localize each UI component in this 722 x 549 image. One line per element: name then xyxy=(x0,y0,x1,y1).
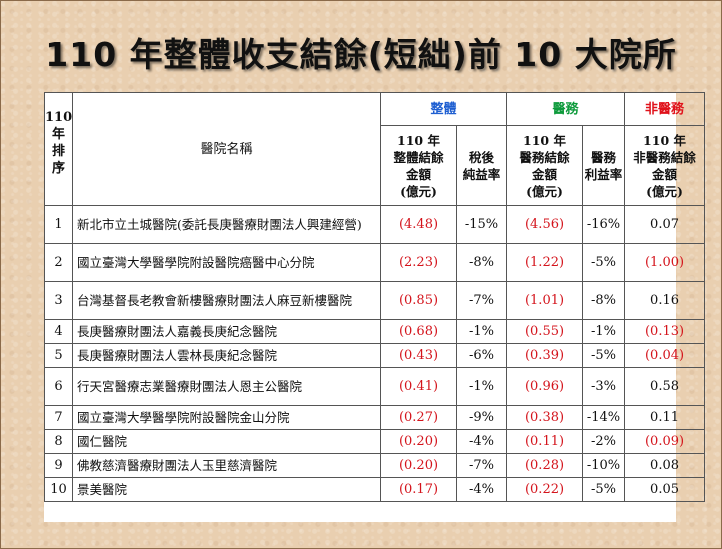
medical-amount-cell: (0.55) xyxy=(506,319,584,344)
medical-margin-cell: -2% xyxy=(582,429,626,454)
table-row: 10 景美醫院 (0.17) -4% (0.22) -5% 0.05 xyxy=(44,477,706,502)
rank-cell: 8 xyxy=(44,429,73,454)
after-tax-margin-cell: -7% xyxy=(455,453,508,478)
overall-amount-cell: (0.41) xyxy=(380,367,457,406)
header-after-tax-margin: 稅後 純益率 xyxy=(455,125,508,206)
table-row: 8 國仁醫院 (0.20) -4% (0.11) -2% (0.09) xyxy=(44,429,706,454)
medical-margin-cell: -10% xyxy=(582,453,626,478)
hospital-name-cell: 國立臺灣大學醫學院附設醫院癌醫中心分院 xyxy=(72,243,381,282)
nonmedical-amount-cell: (0.09) xyxy=(624,429,706,454)
medical-margin-cell: -1% xyxy=(582,319,626,344)
medical-margin-cell: -5% xyxy=(582,477,626,502)
header-rank: 110 年 排 序 xyxy=(44,92,73,206)
nonmedical-amount-cell: 0.11 xyxy=(624,405,706,430)
rank-cell: 10 xyxy=(44,477,73,502)
header-medical-amount-text: 110 年 醫務結餘 金額 (億元) xyxy=(519,132,570,199)
header-medical-amount: 110 年 醫務結餘 金額 (億元) xyxy=(506,125,584,206)
overall-amount-cell: (2.23) xyxy=(380,243,457,282)
hospital-name-cell: 新北市立土城醫院(委託長庚醫療財團法人興建經營) xyxy=(72,205,381,244)
hospital-name-cell: 長庚醫療財團法人嘉義長庚紀念醫院 xyxy=(72,319,381,344)
medical-margin-cell: -5% xyxy=(582,343,626,368)
after-tax-margin-cell: -9% xyxy=(455,405,508,430)
nonmedical-amount-cell: (0.13) xyxy=(624,319,706,344)
table-row: 3 台灣基督長老教會新樓醫療財團法人麻豆新樓醫院 (0.85) -7% (1.0… xyxy=(44,281,706,320)
after-tax-margin-cell: -1% xyxy=(455,367,508,406)
nonmedical-amount-cell: 0.58 xyxy=(624,367,706,406)
hospital-name-cell: 台灣基督長老教會新樓醫療財團法人麻豆新樓醫院 xyxy=(72,281,381,320)
nonmedical-amount-cell: 0.08 xyxy=(624,453,706,478)
header-nonmedical-amount: 110 年 非醫務結餘 金額 (億元) xyxy=(624,125,706,206)
overall-amount-cell: (0.68) xyxy=(380,319,457,344)
nonmedical-amount-cell: 0.05 xyxy=(624,477,706,502)
medical-margin-cell: -8% xyxy=(582,281,626,320)
header-rank-text: 110 年 排 序 xyxy=(45,110,73,176)
medical-margin-cell: -5% xyxy=(582,243,626,282)
rank-cell: 9 xyxy=(44,453,73,478)
overall-amount-cell: (4.48) xyxy=(380,205,457,244)
medical-amount-cell: (1.01) xyxy=(506,281,584,320)
table-row: 5 長庚醫療財團法人雲林長庚紀念醫院 (0.43) -6% (0.39) -5%… xyxy=(44,343,706,368)
rank-cell: 3 xyxy=(44,281,73,320)
table-row: 7 國立臺灣大學醫學院附設醫院金山分院 (0.27) -9% (0.38) -1… xyxy=(44,405,706,430)
table-row: 6 行天宮醫療志業醫療財團法人恩主公醫院 (0.41) -1% (0.96) -… xyxy=(44,367,706,406)
header-group-medical: 醫務 xyxy=(506,92,626,126)
table-row: 4 長庚醫療財團法人嘉義長庚紀念醫院 (0.68) -1% (0.55) -1%… xyxy=(44,319,706,344)
header-hospital-name: 醫院名稱 xyxy=(72,92,381,206)
overall-amount-cell: (0.27) xyxy=(380,405,457,430)
table-row: 2 國立臺灣大學醫學院附設醫院癌醫中心分院 (2.23) -8% (1.22) … xyxy=(44,243,706,282)
header-after-tax-margin-text: 稅後 純益率 xyxy=(462,149,501,182)
hospital-name-cell: 國立臺灣大學醫學院附設醫院金山分院 xyxy=(72,405,381,430)
nonmedical-amount-cell: (0.04) xyxy=(624,343,706,368)
medical-amount-cell: (0.28) xyxy=(506,453,584,478)
header-medical-margin: 醫務 利益率 xyxy=(582,125,626,206)
header-group-overall: 整體 xyxy=(379,92,508,126)
slide-title: 110 年整體收支結餘(短絀)前 10 大院所 xyxy=(45,35,677,74)
overall-amount-cell: (0.17) xyxy=(380,477,457,502)
header-group-nonmedical: 非醫務 xyxy=(624,92,706,126)
medical-amount-cell: (0.96) xyxy=(506,367,584,406)
hospital-name-cell: 景美醫院 xyxy=(72,477,381,502)
medical-amount-cell: (1.22) xyxy=(506,243,584,282)
after-tax-margin-cell: -8% xyxy=(455,243,508,282)
nonmedical-amount-cell: (1.00) xyxy=(624,243,706,282)
ranking-table-container: 110 年 排 序 醫院名稱 整體 醫務 非醫務 110 年 整體結餘 金額 (… xyxy=(44,92,706,522)
medical-amount-cell: (0.39) xyxy=(506,343,584,368)
rank-cell: 1 xyxy=(44,205,73,244)
rank-cell: 6 xyxy=(44,367,73,406)
header-nonmedical-amount-text: 110 年 非醫務結餘 金額 (億元) xyxy=(633,132,696,199)
overall-amount-cell: (0.20) xyxy=(380,453,457,478)
rank-cell: 4 xyxy=(44,319,73,344)
rank-cell: 7 xyxy=(44,405,73,430)
hospital-name-cell: 國仁醫院 xyxy=(72,429,381,454)
ranking-table: 110 年 排 序 醫院名稱 整體 醫務 非醫務 110 年 整體結餘 金額 (… xyxy=(44,92,706,502)
header-medical-margin-text: 醫務 利益率 xyxy=(584,149,623,182)
overall-amount-cell: (0.20) xyxy=(380,429,457,454)
overall-amount-cell: (0.43) xyxy=(380,343,457,368)
medical-amount-cell: (0.22) xyxy=(506,477,584,502)
after-tax-margin-cell: -4% xyxy=(455,477,508,502)
header-overall-amount: 110 年 整體結餘 金額 (億元) xyxy=(380,125,457,206)
hospital-name-cell: 行天宮醫療志業醫療財團法人恩主公醫院 xyxy=(72,367,381,406)
medical-margin-cell: -3% xyxy=(582,367,626,406)
medical-margin-cell: -14% xyxy=(582,405,626,430)
after-tax-margin-cell: -7% xyxy=(455,281,508,320)
after-tax-margin-cell: -15% xyxy=(455,205,508,244)
hospital-name-cell: 佛教慈濟醫療財團法人玉里慈濟醫院 xyxy=(72,453,381,478)
rank-cell: 5 xyxy=(44,343,73,368)
after-tax-margin-cell: -1% xyxy=(455,319,508,344)
overall-amount-cell: (0.85) xyxy=(380,281,457,320)
medical-margin-cell: -16% xyxy=(582,205,626,244)
after-tax-margin-cell: -6% xyxy=(455,343,508,368)
nonmedical-amount-cell: 0.07 xyxy=(624,205,706,244)
table-row: 1 新北市立土城醫院(委託長庚醫療財團法人興建經營) (4.48) -15% (… xyxy=(44,205,706,244)
after-tax-margin-cell: -4% xyxy=(455,429,508,454)
header-overall-amount-text: 110 年 整體結餘 金額 (億元) xyxy=(393,132,444,199)
medical-amount-cell: (4.56) xyxy=(506,205,584,244)
nonmedical-amount-cell: 0.16 xyxy=(624,281,706,320)
table-row: 9 佛教慈濟醫療財團法人玉里慈濟醫院 (0.20) -7% (0.28) -10… xyxy=(44,453,706,478)
medical-amount-cell: (0.11) xyxy=(506,429,584,454)
medical-amount-cell: (0.38) xyxy=(506,405,584,430)
hospital-name-cell: 長庚醫療財團法人雲林長庚紀念醫院 xyxy=(72,343,381,368)
rank-cell: 2 xyxy=(44,243,73,282)
